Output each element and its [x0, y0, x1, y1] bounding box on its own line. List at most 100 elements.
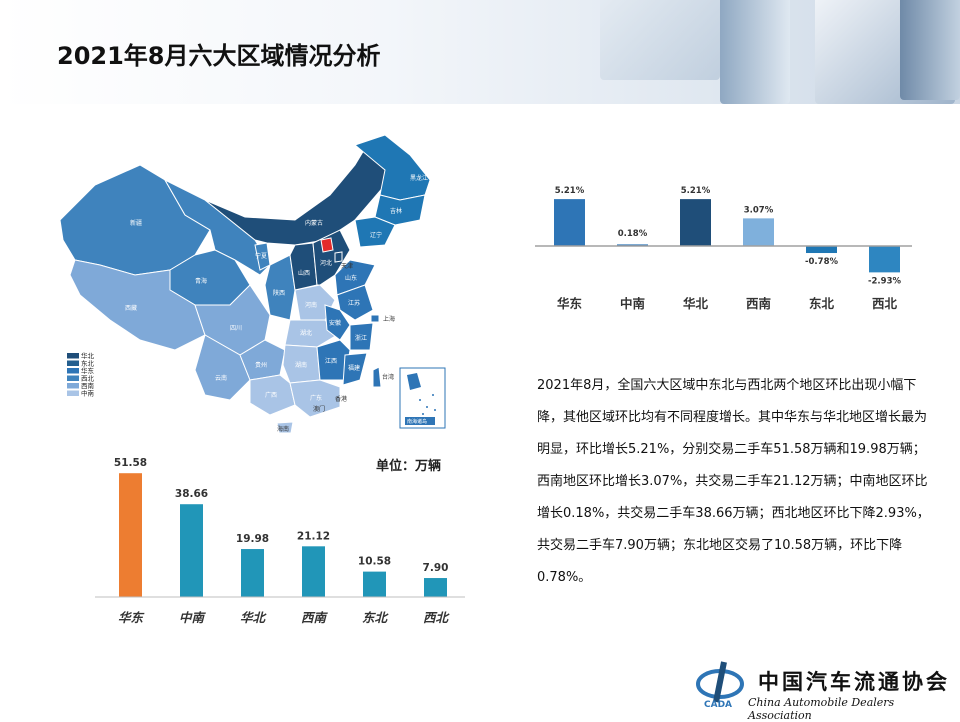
south-china-sea-inset: 南海诸岛	[399, 367, 446, 429]
change-bar	[554, 199, 585, 246]
map-label: 澳门	[313, 405, 325, 413]
map-region-taiwan	[372, 366, 382, 388]
volume-bar	[424, 578, 447, 597]
map-label: 上海	[383, 315, 395, 323]
map-label: 吉林	[390, 207, 402, 215]
map-region-shanghai	[370, 314, 380, 323]
volume-bar-chart: 51.58 华东 38.66 中南 19.98 华北 21.12 西南 10.58 东北 7.90 西…	[95, 457, 465, 625]
map-region-anhui	[324, 304, 351, 341]
volume-bar	[363, 571, 386, 597]
volume-bar	[302, 546, 325, 597]
header-banner	[0, 0, 960, 104]
map-label: 青海	[195, 277, 207, 285]
analysis-paragraph: 2021年8月，全国六大区域中东北与西北两个地区环比出现小幅下降，其他区域环比均…	[537, 378, 930, 585]
volume-value-label: 51.58	[114, 457, 147, 469]
legend-swatch	[67, 375, 79, 381]
change-category-label: 东北	[809, 296, 835, 311]
map-region-jiangsu	[336, 284, 374, 321]
volume-value-label: 38.66	[175, 488, 208, 500]
map-label: 台湾	[382, 373, 394, 381]
volume-category-label: 华东	[118, 610, 146, 625]
map-label: 内蒙古	[305, 219, 323, 227]
change-value-label: -0.78%	[805, 257, 838, 267]
map-label: 福建	[348, 364, 360, 372]
map-label: 海南	[277, 425, 289, 433]
cada-logo-icon: CADA	[696, 661, 744, 708]
legend-swatch	[67, 360, 79, 366]
map-label: 辽宁	[370, 231, 382, 239]
map-label: 宁夏	[255, 252, 267, 260]
legend-label: 华东	[81, 366, 95, 375]
volume-bar	[241, 549, 264, 597]
volume-value-label: 21.12	[297, 530, 330, 542]
map-label: 四川	[230, 325, 242, 332]
map-label: 甘肃	[203, 244, 215, 252]
map-label: 山西	[298, 269, 310, 277]
legend-label: 西南	[81, 381, 95, 390]
map-province-labels: 新疆 黑龙江 吉林 辽宁 内蒙古 甘肃 宁夏 青海 西藏 四川 陕西 山西 河北…	[125, 174, 428, 433]
change-bar	[869, 246, 900, 273]
change-bar	[743, 218, 774, 246]
change-category-label: 华北	[683, 296, 709, 311]
volume-category-label: 华北	[240, 610, 268, 625]
volume-category-label: 东北	[362, 610, 390, 625]
map-label: 湖北	[300, 329, 312, 337]
header-decoration	[600, 0, 960, 104]
map-region-guizhou	[239, 339, 286, 381]
inset-label: 南海诸岛	[407, 418, 427, 425]
change-bar	[617, 244, 648, 246]
change-category-label: 中南	[620, 296, 646, 311]
change-value-label: -2.93%	[868, 276, 901, 286]
map-region-liaoning	[354, 216, 396, 248]
legend-label: 东北	[81, 359, 95, 368]
map-label: 新疆	[130, 219, 142, 227]
map-label: 陕西	[273, 289, 285, 297]
change-value-label: 5.21%	[681, 186, 711, 196]
change-category-label: 西北	[872, 296, 898, 311]
page-title: 2021年8月六大区域情况分析	[57, 42, 381, 70]
map-region-tianjin	[334, 251, 343, 263]
legend-swatch	[67, 390, 79, 396]
legend-swatch	[67, 353, 79, 359]
map-region-shanxi	[289, 242, 318, 291]
volume-bar	[180, 504, 203, 597]
unit-label: 单位：万辆	[376, 459, 442, 474]
change-value-label: 3.07%	[744, 205, 774, 215]
legend-label: 中南	[81, 389, 95, 398]
china-region-map: 新疆 黑龙江 吉林 辽宁 内蒙古 甘肃 宁夏 青海 西藏 四川 陕西 山西 河北…	[59, 134, 446, 434]
map-label: 香港	[335, 395, 347, 403]
legend-label: 西北	[81, 375, 95, 383]
map-label: 江苏	[348, 299, 360, 307]
change-category-label: 华东	[557, 296, 583, 311]
logo-subtitle: China Automobile Dealers Association	[748, 696, 895, 722]
map-label: 西藏	[125, 304, 137, 312]
map-region-zhejiang	[349, 322, 374, 351]
change-category-label: 西南	[746, 296, 772, 311]
map-label: 云南	[215, 374, 227, 382]
legend-swatch	[67, 383, 79, 389]
volume-bar	[119, 473, 142, 597]
volume-category-label: 西北	[423, 610, 451, 625]
change-bar	[806, 246, 837, 254]
change-bar-chart: 5.21% 华东 0.18% 中南 5.21% 华北 3.07% 西南 -0.78% 东北 -2.9…	[535, 186, 912, 311]
map-region-shandong	[334, 259, 376, 296]
map-label: 贵州	[255, 361, 267, 369]
map-label: 浙江	[355, 334, 367, 342]
legend-label: 华北	[81, 351, 95, 360]
map-region-beijing	[320, 237, 334, 253]
change-value-label: 0.18%	[618, 229, 648, 239]
map-region-hubei	[284, 319, 338, 348]
map-label: 江西	[325, 358, 337, 365]
volume-category-label: 西南	[301, 610, 329, 625]
change-bar	[680, 199, 711, 246]
volume-category-label: 中南	[179, 610, 207, 625]
map-label: 河南	[305, 301, 317, 309]
logo-abbr: CADA	[704, 700, 732, 708]
map-region-fujian	[342, 352, 368, 386]
map-label: 天津	[341, 263, 353, 270]
map-label: 湖南	[295, 361, 307, 369]
map-region-hainan	[276, 421, 294, 434]
map-label: 黑龙江	[410, 174, 428, 182]
volume-value-label: 10.58	[358, 556, 391, 568]
